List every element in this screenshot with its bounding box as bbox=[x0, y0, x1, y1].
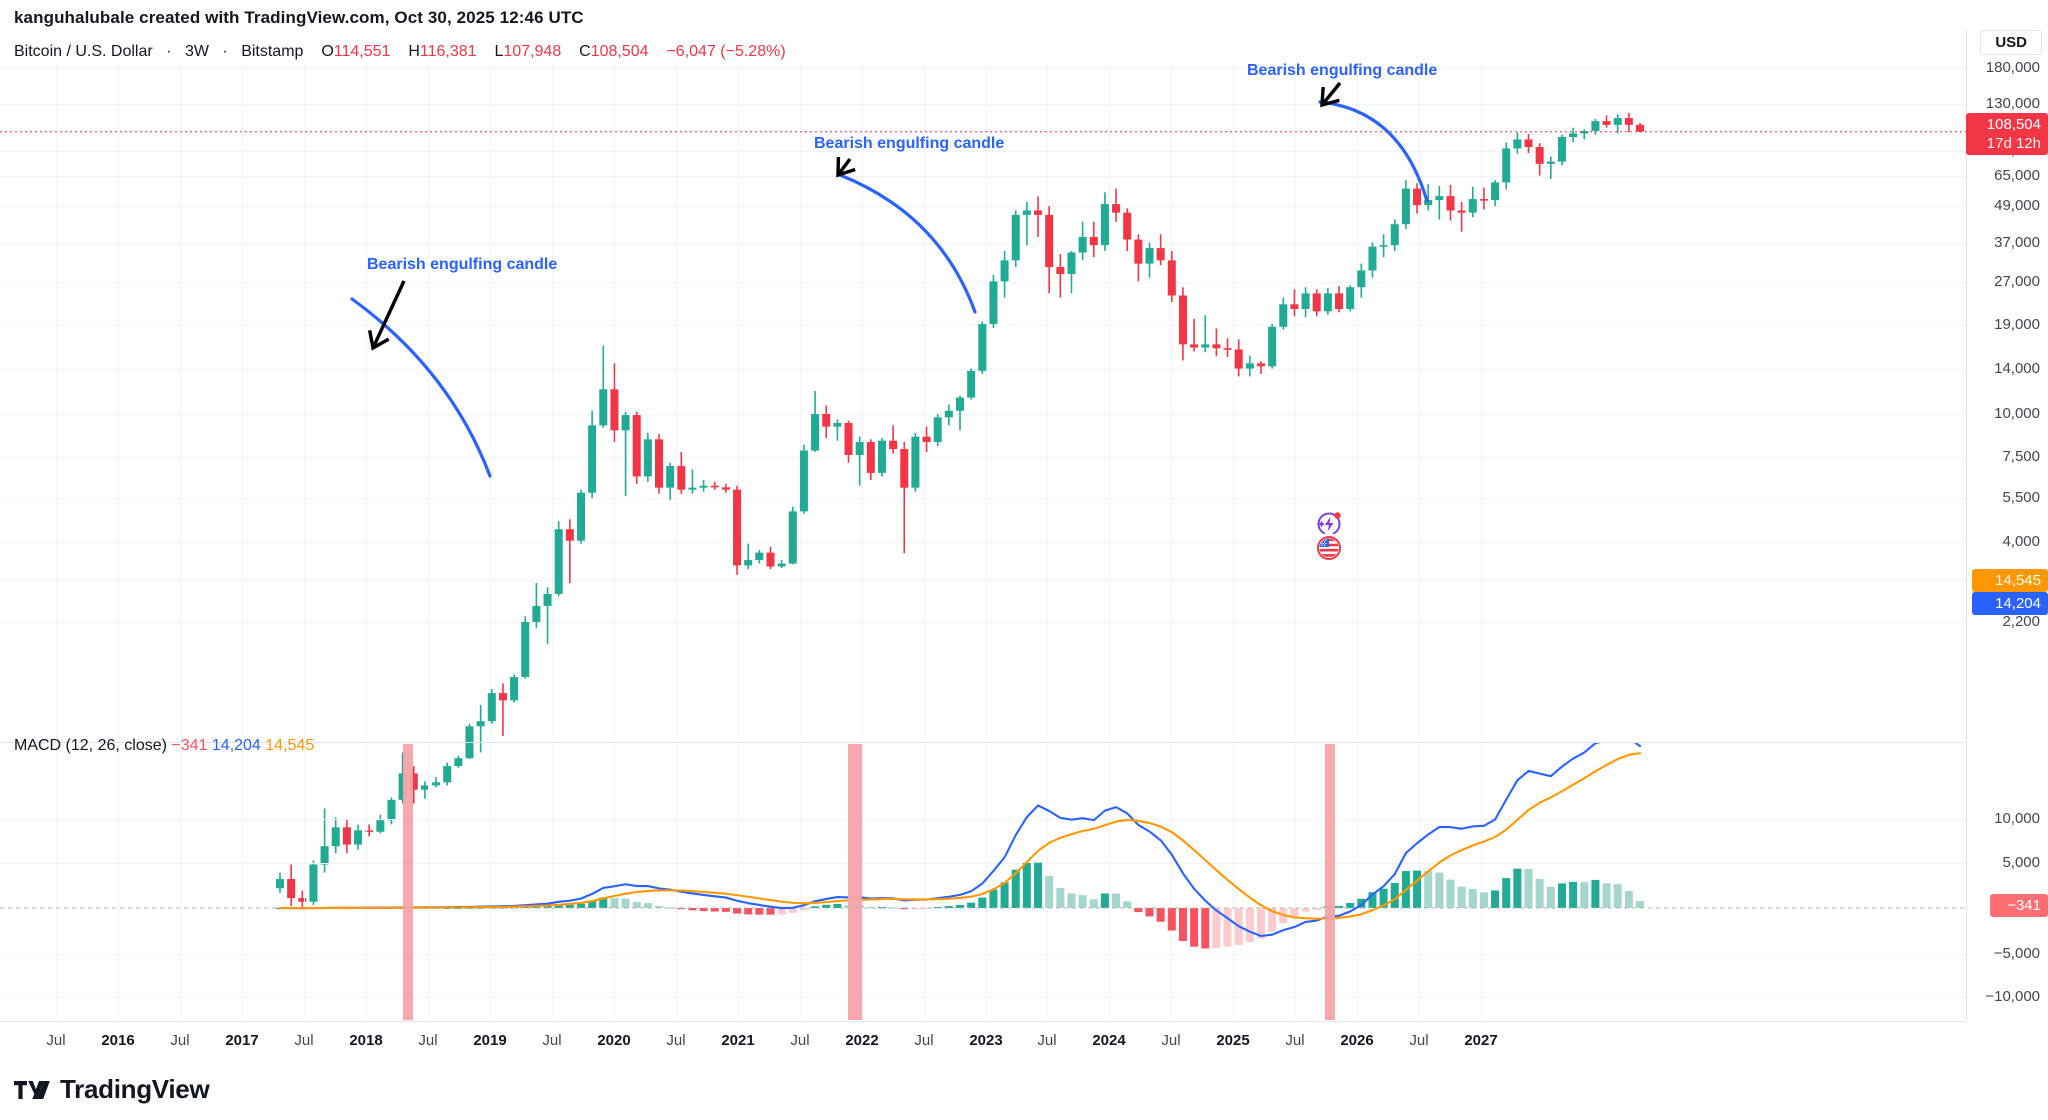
economic-events-badge[interactable] bbox=[1314, 533, 1344, 563]
low-value: 107,948 bbox=[503, 43, 562, 60]
time-tick-jul: Jul bbox=[914, 1032, 934, 1049]
macd-tag-14204[interactable]: 14,204 bbox=[1972, 592, 2048, 615]
time-tick-2022: 2022 bbox=[845, 1032, 879, 1049]
tradingview-footer-logo[interactable]: TradingView bbox=[14, 1074, 210, 1105]
legend-separator-1: · bbox=[166, 43, 172, 60]
marker-band-3 bbox=[1325, 744, 1335, 1020]
price-tick-5500: 5,500 bbox=[2002, 489, 2040, 506]
price-tick-10000: 10,000 bbox=[1994, 405, 2040, 422]
time-tick-2024: 2024 bbox=[1092, 1032, 1126, 1049]
time-tick-jul: Jul bbox=[666, 1032, 686, 1049]
legend-separator-2: · bbox=[222, 43, 228, 60]
symbol-name[interactable]: Bitcoin / U.S. Dollar bbox=[14, 43, 153, 60]
current-price-value: 108,504 bbox=[1986, 116, 2041, 133]
time-tick-jul: Jul bbox=[1409, 1032, 1429, 1049]
anno-1-label[interactable]: Bearish engulfing candle bbox=[367, 256, 558, 273]
time-tick-jul: Jul bbox=[1161, 1032, 1181, 1049]
macd-tick-10000: −10,000 bbox=[1985, 988, 2040, 1005]
time-tick-2016: 2016 bbox=[101, 1032, 135, 1049]
price-tick-2200: 2,200 bbox=[2002, 613, 2040, 630]
current-price-tag[interactable]: 108,504 17d 12h bbox=[1966, 113, 2048, 155]
time-tick-2021: 2021 bbox=[721, 1032, 755, 1049]
macd-line-value: 14,204 bbox=[211, 737, 261, 754]
macd-signal-lines bbox=[278, 742, 1642, 938]
macd-signal-value: 14,545 bbox=[265, 737, 315, 754]
macd-title[interactable]: MACD (12, 26, close) bbox=[14, 737, 167, 754]
high-key: H bbox=[408, 43, 420, 60]
credit-line: kanguhalubale created with TradingView.c… bbox=[14, 8, 584, 27]
price-tick-180000: 180,000 bbox=[1985, 59, 2040, 76]
macd-tick-5000: −5,000 bbox=[1993, 945, 2040, 962]
time-axis[interactable]: Jul 2016 Jul 2017 Jul 2018 Jul 2019 Jul 2020 Jul 20… bbox=[0, 1021, 1966, 1063]
time-tick-2027: 2027 bbox=[1464, 1032, 1498, 1049]
time-tick-jul: Jul bbox=[1285, 1032, 1305, 1049]
interval-label[interactable]: 3W bbox=[184, 43, 209, 60]
price-gridlines bbox=[0, 68, 1966, 623]
open-value: 114,551 bbox=[333, 43, 391, 60]
chart-legend: Bitcoin / U.S. Dollar · 3W · Bitstamp O1… bbox=[14, 42, 786, 62]
time-tick-jul: Jul bbox=[170, 1032, 190, 1049]
change-value: −6,047 (−5.28%) bbox=[666, 43, 786, 60]
time-tick-2026: 2026 bbox=[1340, 1032, 1374, 1049]
tradingview-logo-icon bbox=[14, 1080, 50, 1099]
close-key: C bbox=[579, 43, 591, 60]
price-tick-7500: 7,500 bbox=[2002, 448, 2040, 465]
open-key: O bbox=[321, 43, 334, 60]
high-value: 116,381 bbox=[419, 43, 477, 60]
anno-3-label[interactable]: Bearish engulfing candle bbox=[1247, 62, 1438, 79]
exchange-label[interactable]: Bitstamp bbox=[241, 43, 304, 60]
price-tick-19000: 19,000 bbox=[1994, 316, 2040, 333]
pane-separator bbox=[0, 742, 1966, 743]
price-tick-27000: 27,000 bbox=[1994, 273, 2040, 290]
price-tick-4000: 4,000 bbox=[2002, 533, 2040, 550]
time-tick-2023: 2023 bbox=[969, 1032, 1003, 1049]
us-flag-icon bbox=[1317, 536, 1341, 560]
price-tick-37000: 37,000 bbox=[1994, 234, 2040, 251]
price-axis[interactable]: USD 180,000130,00090,00065,00049,00037,0… bbox=[1966, 30, 2048, 1021]
price-tick-130000: 130,000 bbox=[1985, 95, 2040, 112]
time-tick-jul: Jul bbox=[542, 1032, 562, 1049]
time-tick-jul: Jul bbox=[46, 1032, 66, 1049]
time-tick-jul: Jul bbox=[1037, 1032, 1057, 1049]
macd-gridlines bbox=[0, 819, 1966, 998]
annotation-arrows bbox=[367, 81, 1342, 351]
price-tick-14000: 14,000 bbox=[1994, 360, 2040, 377]
time-tick-2018: 2018 bbox=[349, 1032, 383, 1049]
macd-tag-14545[interactable]: 14,545 bbox=[1972, 569, 2048, 592]
candlestick-series bbox=[275, 112, 1645, 909]
macd-tick-10000: 10,000 bbox=[1994, 810, 2040, 827]
vertical-gridlines bbox=[56, 62, 1482, 738]
macd-tick-5000: 5,000 bbox=[2002, 854, 2040, 871]
marker-band-2 bbox=[848, 744, 862, 1020]
price-tick-65000: 65,000 bbox=[1994, 167, 2040, 184]
time-tick-jul: Jul bbox=[294, 1032, 314, 1049]
time-tick-2025: 2025 bbox=[1216, 1032, 1250, 1049]
macd-histogram bbox=[275, 862, 1645, 949]
price-tick-49000: 49,000 bbox=[1994, 197, 2040, 214]
currency-unit-label: USD bbox=[1980, 30, 2042, 55]
time-tick-2017: 2017 bbox=[225, 1032, 259, 1049]
tradingview-wordmark: TradingView bbox=[60, 1074, 210, 1104]
price-chart-canvas[interactable] bbox=[0, 62, 1966, 1022]
macd-vertical-gridlines bbox=[56, 744, 1482, 1020]
close-value: 108,504 bbox=[590, 43, 649, 60]
marker-band-1 bbox=[403, 744, 413, 1020]
time-tick-jul: Jul bbox=[418, 1032, 438, 1049]
macd-hist-value: −341 bbox=[171, 737, 208, 754]
bar-countdown: 17d 12h bbox=[1986, 135, 2041, 152]
time-tick-2020: 2020 bbox=[597, 1032, 631, 1049]
time-tick-2019: 2019 bbox=[473, 1032, 507, 1049]
time-tick-jul: Jul bbox=[790, 1032, 810, 1049]
trend-curves bbox=[350, 100, 1429, 478]
anno-2-label[interactable]: Bearish engulfing candle bbox=[814, 135, 1005, 152]
macd-tag-341[interactable]: −341 bbox=[1990, 894, 2048, 917]
low-key: L bbox=[494, 43, 504, 60]
macd-legend: MACD (12, 26, close) −341 14,204 14,545 bbox=[14, 736, 314, 756]
macd-chart-canvas[interactable] bbox=[0, 742, 1966, 1022]
